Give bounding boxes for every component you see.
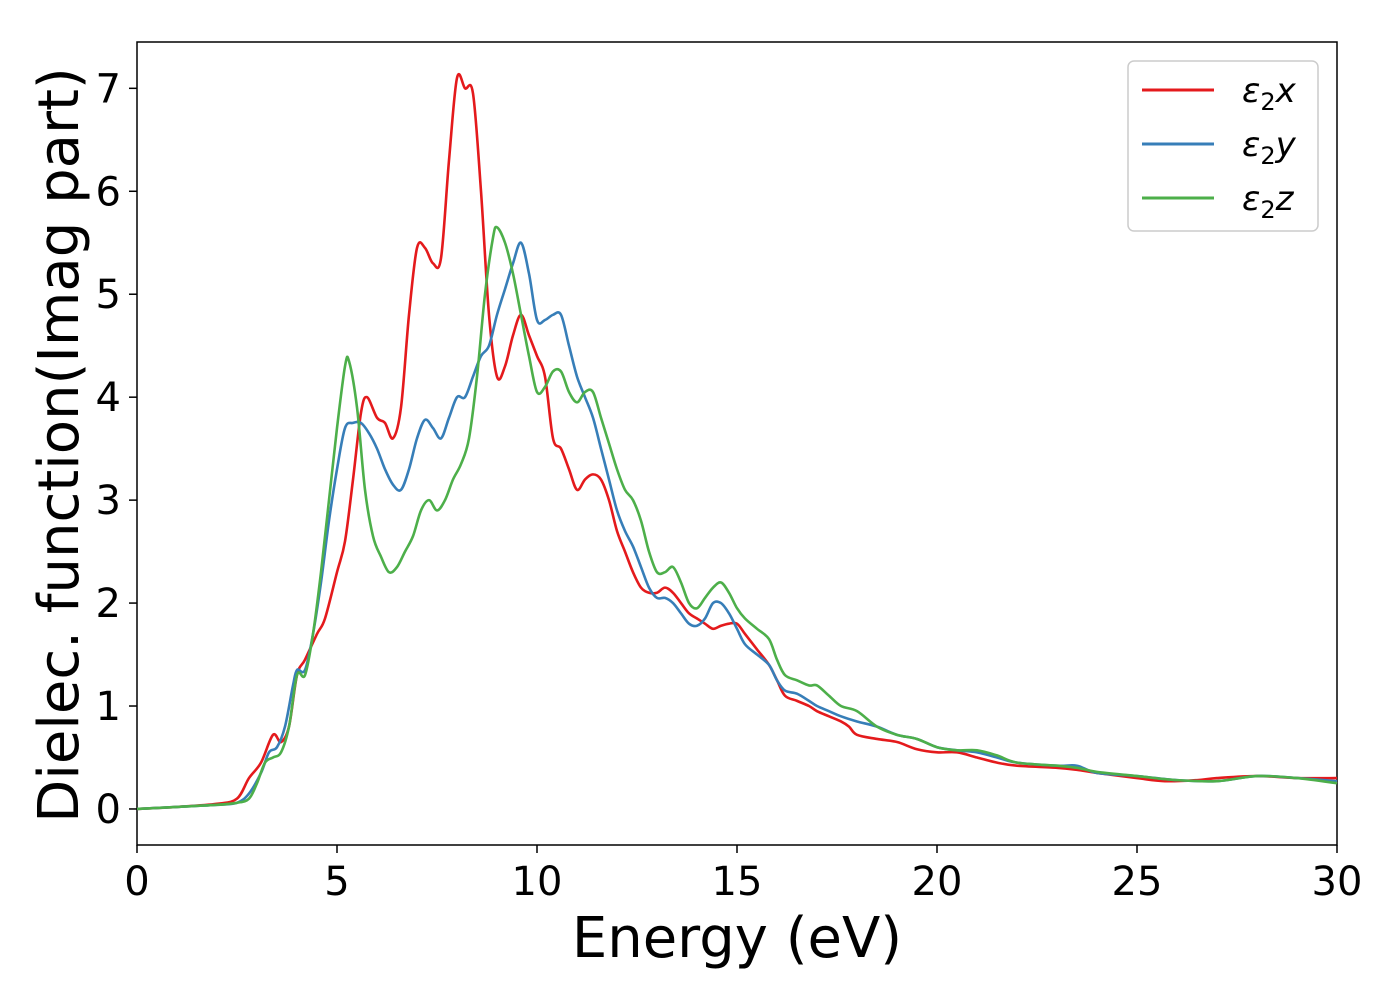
y-tick-label: 1 (96, 684, 121, 730)
legend-subscript: 2 (1260, 142, 1275, 170)
y-axis-label: Dielec. function(Imag part) (27, 67, 92, 823)
x-tick-label: 0 (124, 859, 149, 905)
x-tick-label: 25 (1112, 859, 1163, 905)
legend-label-x: ε2x (1242, 71, 1297, 116)
legend-label-y: ε2y (1242, 125, 1297, 170)
legend-epsilon: ε (1242, 125, 1260, 165)
legend-variable: z (1275, 179, 1295, 219)
legend-label-z: ε2z (1242, 179, 1295, 224)
legend-box (1127, 60, 1319, 232)
ticks-layer: 0 5 10 15 20 25 30 0 1 2 3 4 5 6 7 (96, 66, 1363, 905)
series-line-y (136, 241, 1338, 811)
x-tick-label: 5 (324, 859, 349, 905)
legend-epsilon: ε (1242, 71, 1260, 111)
y-tick-label: 6 (96, 169, 121, 215)
x-tick-label: 10 (512, 859, 563, 905)
y-tick-label: 7 (96, 66, 121, 112)
x-tick-label: 15 (712, 859, 763, 905)
legend-subscript: 2 (1260, 196, 1275, 224)
y-tick-label: 4 (96, 375, 121, 421)
x-axis-label: Energy (eV) (572, 906, 902, 971)
series-line-z (136, 225, 1338, 811)
y-tick-label: 2 (96, 581, 121, 627)
legend-epsilon: ε (1242, 179, 1260, 219)
series-layer (136, 72, 1338, 811)
x-tick-label: 20 (912, 859, 963, 905)
legend-variable: x (1275, 71, 1297, 111)
y-tick-label: 5 (96, 272, 121, 318)
y-tick-label: 3 (96, 478, 121, 524)
x-tick-label: 30 (1312, 859, 1363, 905)
legend-subscript: 2 (1260, 88, 1275, 116)
y-tick-label: 0 (96, 787, 121, 833)
legend-variable: y (1275, 125, 1297, 165)
